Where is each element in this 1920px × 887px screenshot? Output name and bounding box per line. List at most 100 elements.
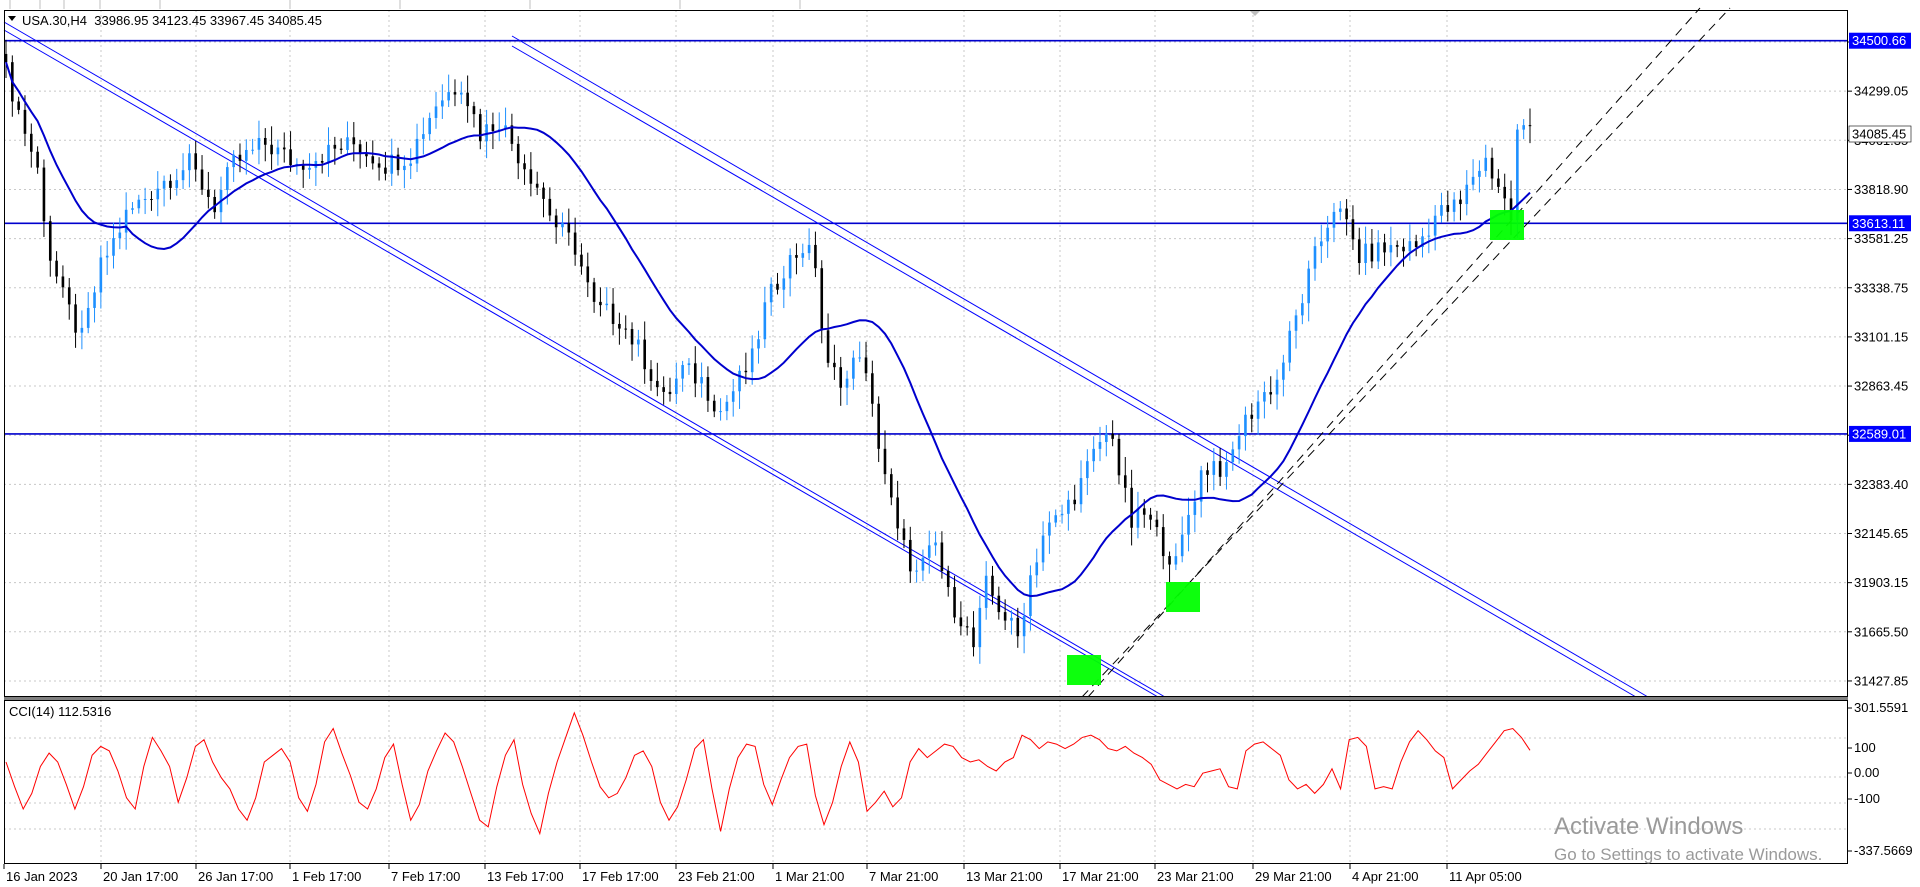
- candle-body: [1086, 461, 1089, 479]
- indicator-grid: [4, 700, 1848, 864]
- candle-body: [1389, 245, 1393, 253]
- candle-body: [257, 137, 261, 150]
- candle-body: [643, 339, 646, 370]
- time-axis-label: 7 Mar 21:00: [869, 869, 938, 884]
- candle-body: [1408, 241, 1412, 252]
- candle-body: [1433, 215, 1437, 236]
- indicator-separator[interactable]: [4, 697, 1848, 700]
- candle-body: [276, 147, 280, 155]
- candle-body: [580, 254, 583, 267]
- candle-body: [1225, 462, 1228, 477]
- candle-body: [1130, 487, 1133, 528]
- candle-body: [358, 144, 362, 155]
- candle-body: [637, 339, 640, 345]
- candle-body: [1237, 436, 1241, 450]
- candle-body: [1168, 556, 1171, 565]
- time-axis-label: 23 Feb 21:00: [678, 869, 755, 884]
- time-axis-label: 23 Mar 21:00: [1157, 869, 1234, 884]
- candle-body: [396, 154, 400, 171]
- candle-body: [308, 167, 311, 170]
- candle-body: [67, 287, 71, 305]
- candle-body: [997, 595, 1001, 613]
- candle-body: [213, 196, 216, 213]
- candle-body: [377, 163, 381, 168]
- candle-body: [890, 474, 893, 498]
- candle-body: [883, 448, 887, 475]
- time-axis-label: 17 Mar 21:00: [1062, 869, 1139, 884]
- candle-body: [162, 180, 166, 189]
- candle-body: [346, 137, 349, 150]
- candle-body: [99, 257, 103, 293]
- channel-line[interactable]: [511, 35, 1649, 698]
- time-axis-label: 17 Feb 17:00: [582, 869, 659, 884]
- candle-body: [384, 167, 387, 174]
- cci-axis[interactable]: 301.5591 100 0.00 -100 -337.5669: [1848, 700, 1913, 858]
- candle-body: [29, 133, 33, 152]
- candle-body: [852, 357, 855, 379]
- channel-line[interactable]: [3, 29, 1159, 698]
- candle-body: [1421, 236, 1424, 248]
- time-axis-label: 1 Feb 17:00: [292, 869, 361, 884]
- green-signal-marker: [1166, 582, 1200, 612]
- descending-channel-left[interactable]: [3, 21, 1166, 698]
- candle-body: [1269, 392, 1273, 395]
- candle-body: [320, 161, 324, 163]
- time-axis-label: 20 Jan 17:00: [103, 869, 178, 884]
- candle-body: [80, 327, 84, 333]
- main-chart-panel[interactable]: [4, 10, 1848, 695]
- main-grid: [4, 10, 1848, 697]
- candle-body: [1345, 208, 1348, 220]
- candle-body: [700, 377, 703, 384]
- candle-body: [523, 163, 526, 170]
- level-price-label: 34500.66: [1852, 33, 1906, 48]
- candle-body: [118, 232, 122, 239]
- candle-body: [681, 365, 684, 379]
- current-price-label: 34085.45: [1852, 127, 1906, 142]
- candle-body: [1484, 157, 1488, 171]
- candle-body: [453, 92, 457, 95]
- activate-windows-title: Activate Windows: [1554, 813, 1743, 840]
- candle-body: [131, 208, 134, 210]
- candle-body: [4, 53, 8, 63]
- price-axis-label: 33101.15: [1854, 329, 1908, 344]
- channel-line[interactable]: [511, 45, 1637, 698]
- channel-line[interactable]: [3, 21, 1166, 698]
- time-axis[interactable]: 16 Jan 2023 20 Jan 17:00 26 Jan 17:00 1 Feb…: [3, 864, 1522, 884]
- candle-body: [1250, 414, 1254, 419]
- time-axis-label: 4 Apr 21:00: [1352, 869, 1419, 884]
- moving-average-line: [5, 61, 1531, 598]
- cci-axis-label: 301.5591: [1854, 700, 1908, 715]
- horizontal-levels[interactable]: [4, 39, 1848, 435]
- candle-body: [618, 323, 621, 329]
- descending-channel-right[interactable]: [511, 35, 1649, 698]
- candle-body: [188, 153, 191, 171]
- candle-body: [1478, 170, 1481, 177]
- candle-body: [352, 137, 356, 145]
- candle-body: [675, 378, 678, 395]
- time-axis-label: 16 Jan 2023: [6, 869, 78, 884]
- candle-body: [1016, 617, 1020, 637]
- candle-body: [1383, 242, 1386, 253]
- candle-body: [1497, 178, 1500, 187]
- candle-body: [1003, 612, 1007, 621]
- triangle-down-icon[interactable]: [8, 16, 16, 21]
- candle-body: [972, 627, 975, 648]
- price-axis-label: 33581.25: [1854, 231, 1908, 246]
- candle-body: [478, 114, 482, 142]
- cci-indicator-label: CCI(14) 112.5316: [9, 704, 111, 719]
- candle-body: [1263, 392, 1266, 402]
- candle-body: [143, 199, 147, 201]
- candle-body: [826, 330, 830, 363]
- candle-body: [112, 238, 115, 256]
- candle-body: [1149, 514, 1152, 520]
- candle-body: [649, 369, 653, 381]
- candle-body: [1035, 562, 1039, 576]
- candle-body: [965, 626, 969, 628]
- cci-line: [5, 711, 1531, 836]
- candle-body: [466, 92, 469, 107]
- candle-body: [946, 570, 950, 588]
- candle-body: [1471, 176, 1475, 185]
- candle-body: [896, 497, 899, 529]
- scroll-marker-icon: [1250, 11, 1260, 16]
